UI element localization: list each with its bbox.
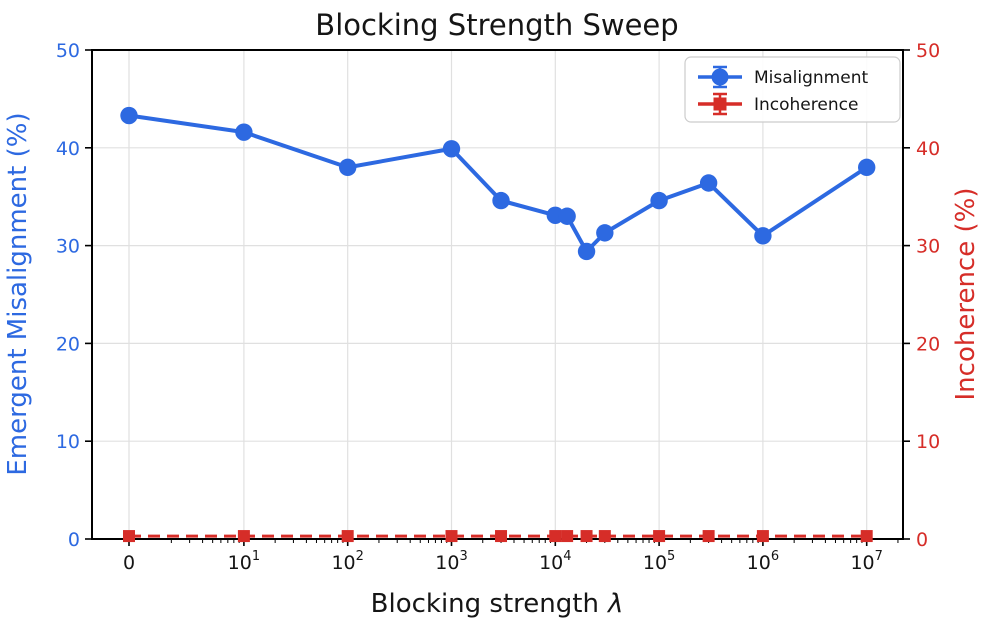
data-point-misalignment xyxy=(596,224,614,242)
legend-item-misalignment: Misalignment xyxy=(698,65,868,89)
data-point-misalignment xyxy=(339,158,357,177)
x-tick-label: 107 xyxy=(850,549,882,574)
plot-border xyxy=(91,49,904,540)
y-left-tick-label: 20 xyxy=(56,333,80,355)
x-tick-label: 106 xyxy=(747,549,779,574)
data-point-misalignment xyxy=(120,106,138,125)
legend-item-incoherence: Incoherence xyxy=(698,92,858,116)
legend: Misalignment Incoherence xyxy=(684,56,901,123)
data-point-misalignment xyxy=(235,123,253,141)
misalignment-series xyxy=(120,106,876,261)
legend-label-misalignment: Misalignment xyxy=(754,68,868,88)
legend-label-incoherence: Incoherence xyxy=(754,95,858,115)
x-tick-label: 101 xyxy=(228,549,260,574)
x-tick-label: 104 xyxy=(539,549,571,574)
data-point-incoherence xyxy=(561,530,574,543)
data-point-incoherence xyxy=(445,530,458,543)
data-point-misalignment xyxy=(492,191,510,210)
data-point-incoherence xyxy=(123,530,135,543)
data-point-incoherence xyxy=(598,530,611,543)
x-tick-label: 103 xyxy=(435,549,467,574)
data-point-incoherence xyxy=(237,530,250,543)
data-point-misalignment xyxy=(442,140,461,158)
data-point-misalignment xyxy=(577,242,596,261)
data-point-misalignment xyxy=(650,191,668,210)
x-tick-label: 0 xyxy=(123,552,135,574)
chart-title: Blocking Strength Sweep xyxy=(315,8,678,42)
x-tick-label: 102 xyxy=(331,549,363,574)
grid-layer xyxy=(92,49,903,540)
y-right-tick-label: 30 xyxy=(916,236,940,258)
data-point-incoherence xyxy=(495,530,508,543)
data-point-misalignment xyxy=(558,207,576,225)
data-point-incoherence xyxy=(756,530,769,543)
x-axis-label: Blocking strength λ xyxy=(371,589,624,619)
data-point-incoherence xyxy=(653,530,666,543)
x-tick-label: 105 xyxy=(643,549,675,574)
y-left-tick-label: 30 xyxy=(56,236,80,258)
data-point-misalignment xyxy=(699,174,718,192)
incoherence-errorbar-marker-icon xyxy=(698,92,742,116)
y-right-tick-label: 0 xyxy=(916,529,928,551)
data-point-misalignment xyxy=(754,227,772,245)
y-left-axis-label: Emergent Misalignment (%) xyxy=(3,112,33,475)
y-right-tick-label: 10 xyxy=(916,431,940,453)
data-point-incoherence xyxy=(580,530,593,543)
data-point-misalignment xyxy=(858,158,876,177)
data-point-incoherence xyxy=(341,530,354,543)
y-right-axis-label: Incoherence (%) xyxy=(951,188,981,401)
data-point-incoherence xyxy=(702,530,715,543)
data-point-incoherence xyxy=(549,530,562,543)
incoherence-series xyxy=(123,530,873,543)
data-point-incoherence xyxy=(860,530,873,543)
series-layer xyxy=(120,106,876,543)
y-right-tick-label: 20 xyxy=(916,333,940,355)
y-left-tick-label: 0 xyxy=(68,529,80,551)
y-left-tick-label: 40 xyxy=(56,138,80,160)
y-right-tick-label: 40 xyxy=(916,138,940,160)
y-left-tick-label: 50 xyxy=(56,40,80,62)
misalignment-errorbar-marker-icon xyxy=(698,65,742,89)
y-left-tick-label: 10 xyxy=(56,431,80,453)
y-right-tick-label: 50 xyxy=(916,40,940,62)
